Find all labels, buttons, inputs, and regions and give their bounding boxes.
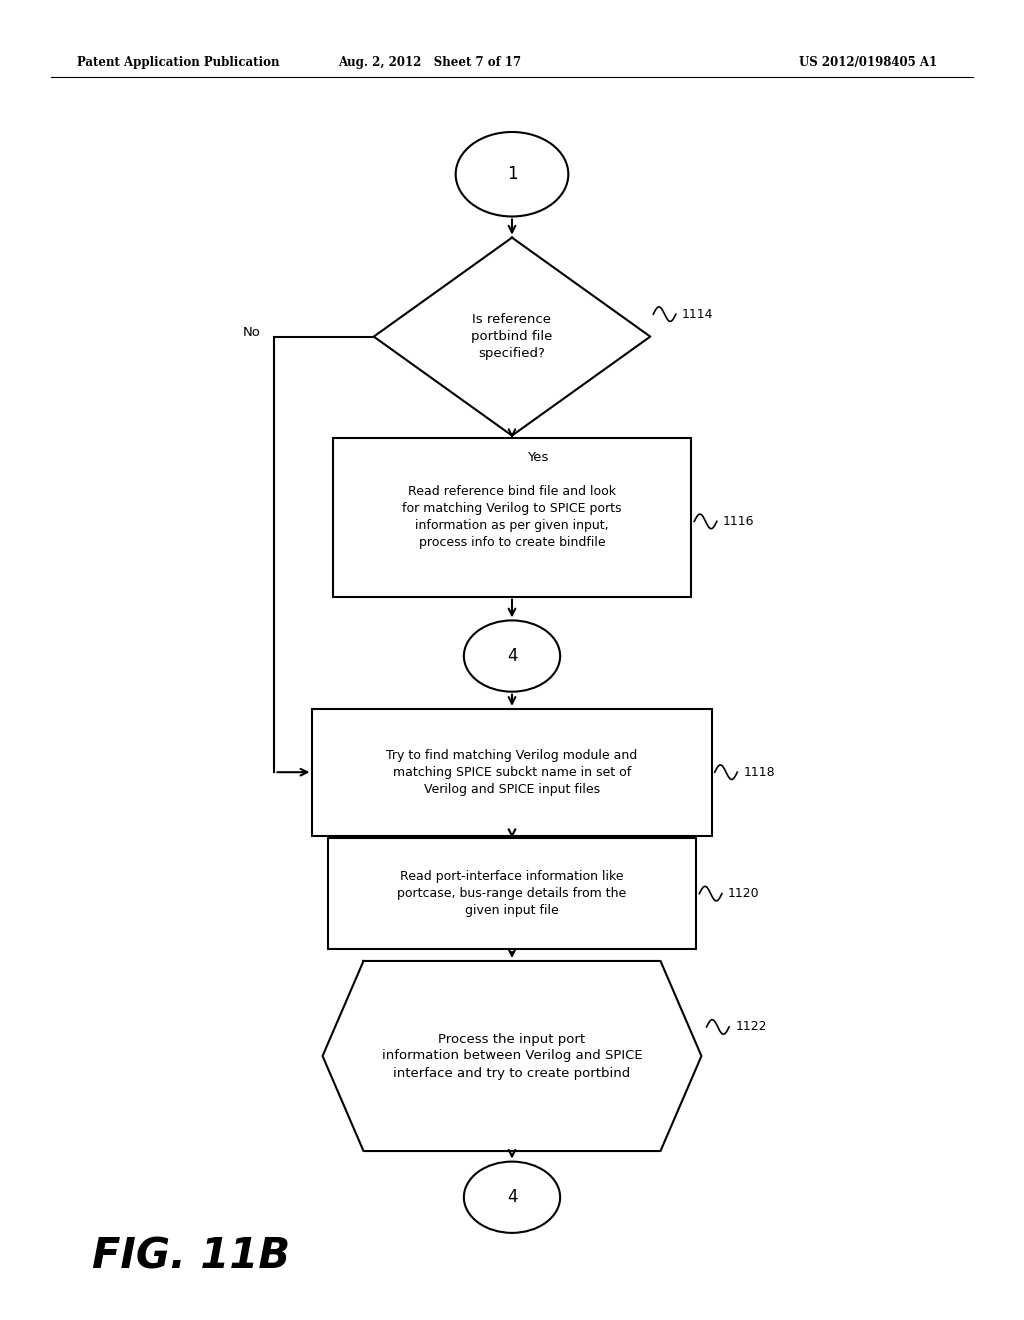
Bar bbox=[328, 838, 696, 949]
Bar bbox=[312, 709, 712, 836]
Text: Try to find matching Verilog module and
matching SPICE subckt name in set of
Ver: Try to find matching Verilog module and … bbox=[386, 748, 638, 796]
Text: 1114: 1114 bbox=[682, 308, 714, 321]
Text: Process the input port
information between Verilog and SPICE
interface and try t: Process the input port information betwe… bbox=[382, 1032, 642, 1080]
Text: 1116: 1116 bbox=[723, 515, 755, 528]
Text: Is reference
portbind file
specified?: Is reference portbind file specified? bbox=[471, 313, 553, 360]
Text: US 2012/0198405 A1: US 2012/0198405 A1 bbox=[799, 55, 937, 69]
Text: Patent Application Publication: Patent Application Publication bbox=[77, 55, 280, 69]
Text: Read port-interface information like
portcase, bus-range details from the
given : Read port-interface information like por… bbox=[397, 870, 627, 917]
Text: 4: 4 bbox=[507, 1188, 517, 1206]
Text: 1122: 1122 bbox=[735, 1020, 767, 1034]
Text: No: No bbox=[244, 326, 261, 339]
Text: Read reference bind file and look
for matching Verilog to SPICE ports
informatio: Read reference bind file and look for ma… bbox=[402, 486, 622, 549]
Text: 1: 1 bbox=[507, 165, 517, 183]
Text: Yes: Yes bbox=[527, 451, 549, 465]
Text: FIG. 11B: FIG. 11B bbox=[92, 1236, 290, 1278]
Text: 4: 4 bbox=[507, 647, 517, 665]
Text: 1120: 1120 bbox=[728, 887, 760, 900]
Bar bbox=[333, 438, 691, 597]
Text: Aug. 2, 2012   Sheet 7 of 17: Aug. 2, 2012 Sheet 7 of 17 bbox=[339, 55, 521, 69]
Text: 1118: 1118 bbox=[743, 766, 775, 779]
